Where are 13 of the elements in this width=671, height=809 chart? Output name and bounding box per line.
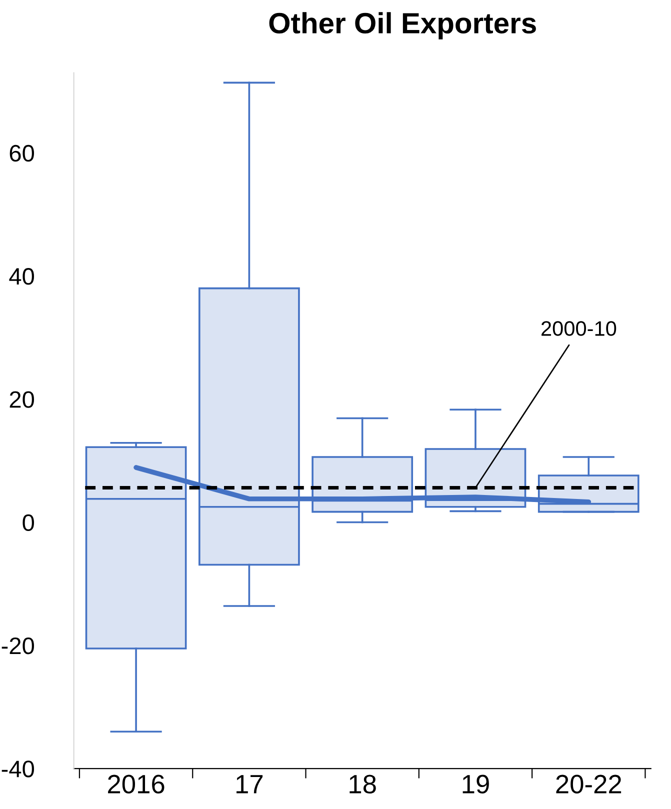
x-tick-label: 2016 [108, 774, 164, 794]
chart-title: Other Oil Exporters [269, 12, 536, 40]
y-tick-label: 40 [9, 268, 34, 285]
x-tick-label: 18 [350, 774, 376, 794]
x-tick-label: 19 [462, 774, 489, 794]
x-tick-label: 17 [236, 775, 263, 794]
annotation: 2000-10 [542, 321, 616, 336]
y-tick-label: 0 [22, 514, 34, 532]
y-tick-label: 60 [10, 144, 34, 162]
x-tick-label: 20-22 [556, 774, 622, 794]
y-tick-label: -40 [2, 760, 34, 778]
y-tick-label: 20 [10, 391, 34, 408]
y-tick-label: -20 [2, 637, 34, 654]
